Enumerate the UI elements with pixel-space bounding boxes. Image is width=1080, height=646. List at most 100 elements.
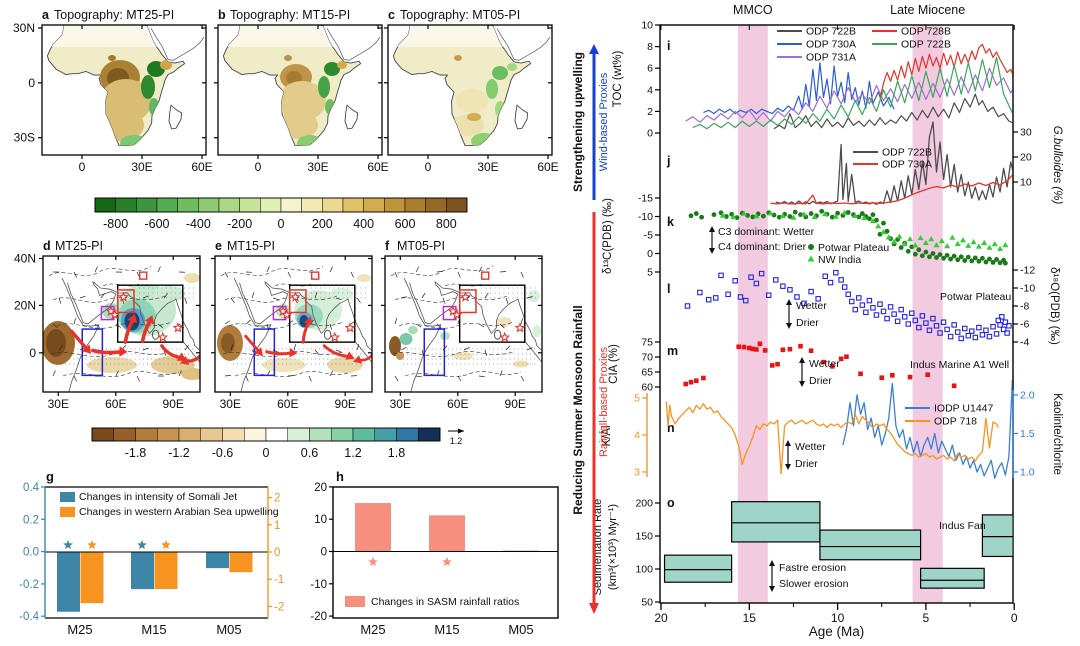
wind-vector	[520, 375, 525, 382]
d13c-point	[699, 214, 705, 220]
kal-axis-label: K/Al	[601, 425, 613, 446]
patch	[318, 76, 330, 98]
d18o-point	[997, 322, 1003, 328]
wind-vector	[457, 375, 462, 382]
panel-title: MT15-PI	[227, 239, 275, 253]
d18o-point	[748, 274, 754, 280]
bar-sasm	[355, 503, 391, 552]
d13c-point	[905, 248, 911, 254]
d18o-point	[979, 332, 986, 338]
header-mmco: MMCO	[733, 3, 773, 17]
rect	[91, 427, 441, 442]
right-tick: 2	[274, 493, 280, 505]
d18o-point	[877, 301, 883, 307]
wind-vector	[436, 323, 442, 329]
wind-vector	[245, 375, 249, 382]
d13c-point	[983, 259, 989, 265]
panel-letter: d	[43, 239, 51, 253]
category-label: M15	[141, 622, 166, 637]
d13c-point	[771, 212, 777, 218]
d13c-point	[916, 247, 922, 253]
contour-line	[234, 371, 352, 377]
kaolinite-axis-label: Kaolinte/chlorite	[1051, 393, 1063, 475]
rect	[115, 197, 137, 213]
wind-vector	[58, 345, 64, 351]
wind-vector	[52, 323, 58, 329]
d13c-point-tri	[896, 233, 903, 239]
wind-vector	[245, 319, 251, 325]
xtick-label: 30E	[390, 397, 411, 411]
wind-vector	[356, 297, 361, 304]
legend-swatch	[345, 596, 365, 607]
arabia-coast	[150, 28, 205, 61]
d13c-point-tri	[852, 212, 859, 218]
d13c-point	[866, 216, 872, 222]
d13c-point-tri	[801, 211, 808, 217]
rect	[239, 197, 261, 213]
wind-vector	[52, 370, 56, 377]
ytick-label: 40N	[14, 252, 36, 266]
left-tick: -0.4	[19, 611, 39, 623]
d18o-point	[983, 327, 989, 334]
wind-vector	[415, 266, 420, 273]
panel-title: Topography: MT15-PI	[230, 8, 350, 22]
xtick-label: 60E	[191, 160, 212, 174]
colorbar-label: 1.8	[388, 446, 405, 460]
toc-series	[685, 67, 1013, 123]
wind-vector	[520, 318, 523, 325]
rect	[178, 427, 201, 442]
sig-star	[161, 540, 171, 549]
d13c-point	[688, 213, 694, 219]
xtick-label: 30E	[220, 397, 241, 411]
sig-star	[87, 540, 97, 549]
patch	[408, 326, 418, 334]
arrow-head-down	[785, 464, 791, 470]
d13c-point-tri	[753, 213, 760, 219]
monsoon-arrow	[90, 348, 124, 355]
d13c-point	[927, 254, 932, 260]
sig-star	[137, 540, 147, 549]
wind-vector	[94, 323, 101, 328]
panel-letter: m	[667, 344, 678, 358]
wind-vector	[457, 271, 461, 278]
wind-vector	[442, 297, 446, 304]
map-land	[46, 25, 205, 147]
d18o-point	[965, 332, 972, 339]
d13c-point-tri	[933, 241, 940, 248]
arabia-coast	[496, 28, 551, 61]
d13c-point-tri	[790, 214, 797, 220]
ytick-label: 2	[647, 106, 653, 118]
wind-vector	[329, 370, 334, 377]
coastline	[67, 281, 117, 325]
ytick-label: -12	[1020, 265, 1035, 277]
wind-vector	[499, 370, 503, 377]
map-frame	[41, 24, 207, 156]
d13c-point-tri	[907, 236, 914, 242]
colorbar-label: -200	[227, 217, 252, 231]
wind-vector	[394, 318, 397, 325]
xtick-label: 90E	[163, 397, 184, 411]
xtick-label: 60E	[277, 397, 298, 411]
wind-vector	[415, 375, 422, 378]
cia-point	[951, 383, 957, 389]
cia-point	[780, 347, 786, 353]
colorbar-label: 400	[353, 217, 374, 231]
d13c-point	[711, 212, 717, 218]
legend-label: ODP 722B	[901, 39, 951, 51]
ytick-label: 30N	[13, 21, 35, 35]
toc-series	[692, 56, 1013, 130]
xtick-label: 30E	[477, 160, 498, 174]
wind-vector	[478, 266, 483, 273]
ytick-label: 200	[635, 498, 653, 510]
wind-vector	[266, 266, 270, 273]
d13c-point-tri	[841, 209, 848, 215]
d13c-point-tri	[970, 239, 977, 245]
contour-line	[62, 371, 180, 377]
category-label: M15	[434, 622, 459, 637]
d13c-point	[877, 231, 883, 237]
wind-vector	[394, 375, 399, 382]
patch	[493, 329, 502, 340]
ytick-label: 10	[1020, 177, 1032, 189]
wind-vector	[287, 375, 295, 377]
d13c-point	[948, 256, 954, 262]
